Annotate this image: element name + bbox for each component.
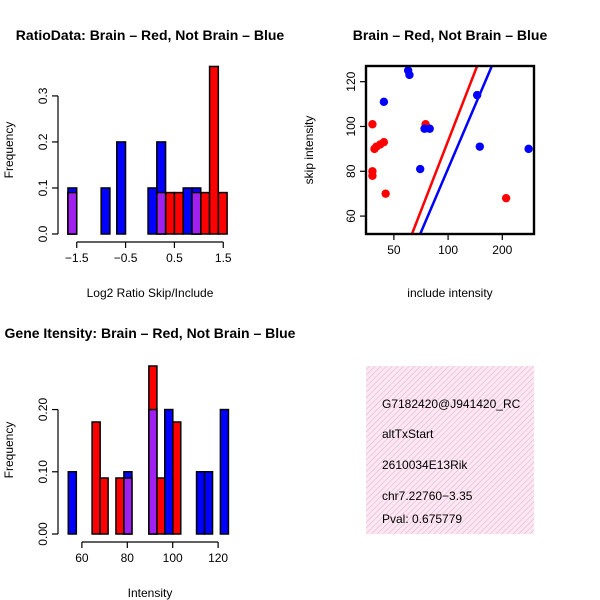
ratio-hist-ylabel: Frequency [2,122,16,179]
point-not-brain [425,124,434,133]
intensity-hist-axes: 60 80 100 120 0.00 0.10 0.20 [36,398,228,565]
point-brain [501,193,511,203]
point-brain [368,167,377,176]
x-tick-label: 50 [387,243,401,257]
intensity-hist-bars [67,365,230,535]
point-not-brain [472,90,482,100]
bar-brain [91,421,101,535]
scatter-points [368,66,533,203]
bar-not-brain [219,408,230,535]
bar-brain [217,191,228,235]
x-tick-label: 60 [75,551,89,565]
scatter-ylabel: skip intensity [302,116,316,185]
bar-brain [171,421,182,535]
y-tick-label: 0.3 [36,87,50,104]
y-tick-label: 0.0 [36,225,50,242]
intensity-histogram: Gene Itensity: Brain – Red, Not Brain – … [2,325,296,600]
bar-not-brain [164,408,174,535]
plot-frame [364,64,536,236]
scatter-title: Brain – Red, Not Brain – Blue [353,27,548,43]
bar-not-brain [203,471,214,535]
bar-not-brain [116,141,127,235]
ratio-histogram: RatioData: Brain – Red, Not Brain – Blue… [2,27,284,300]
y-tick-label: 80 [344,164,358,178]
point-brain [368,120,377,129]
bar-overlap [67,191,78,235]
bar-overlap [156,191,167,235]
bar-not-brain [147,187,158,235]
fit-line-brain [410,66,479,234]
intensity-hist-ylabel: Frequency [2,422,16,479]
ratio-hist-axes: −1.5 −0.5 0.5 1.5 0.0 0.1 0.2 0.3 [36,87,232,265]
bar-not-brain [67,471,78,535]
x-tick-label: 1.5 [215,251,232,265]
y-tick-label: 100 [344,116,358,136]
scatter-xlabel: include intensity [407,286,492,300]
bar-brain [208,65,220,235]
y-tick-label: 0.00 [36,522,50,546]
point-brain [381,189,390,198]
point-not-brain [379,97,389,107]
bar-brain [99,477,109,535]
pval-text: Pval: 0.675779 [382,512,462,526]
ratio-hist-title: RatioData: Brain – Red, Not Brain – Blue [16,27,285,43]
probe-id: G7182420@J941420_RC [382,397,521,411]
x-tick-label: 100 [438,243,458,257]
bar-overlap [123,477,133,535]
genomic-location: chr7.22760−3.35 [382,489,473,503]
ratio-hist-bars [67,65,228,235]
intensity-scatter: Brain – Red, Not Brain – Blue 50 100 200 60… [302,27,547,300]
event-type: altTxStart [382,427,434,441]
point-brain [379,137,389,147]
x-tick-label: 0.5 [166,251,183,265]
scatter-axes: 50 100 200 60 80 100 120 [344,64,536,257]
info-panel-background [366,366,534,534]
bar-not-brain [195,471,206,535]
bar-brain [173,191,184,235]
bar-brain [200,191,211,235]
y-tick-label: 0.10 [36,460,50,484]
x-tick-label: 120 [208,551,228,565]
bar-brain [115,477,125,535]
x-tick-label: −1.5 [65,251,89,265]
x-tick-label: −0.5 [114,251,138,265]
y-tick-label: 120 [344,71,358,91]
x-tick-label: 100 [163,551,183,565]
point-not-brain [405,70,414,80]
ratio-hist-xlabel: Log2 Ratio Skip/Include [87,286,214,300]
point-not-brain [416,164,425,174]
y-tick-label: 0.1 [36,179,50,196]
intensity-hist-xlabel: Intensity [128,586,173,600]
y-tick-label: 0.20 [36,398,50,422]
bar-brain [164,191,176,235]
bar-overlap [191,191,202,235]
x-tick-label: 200 [492,243,512,257]
x-tick-label: 80 [121,551,135,565]
point-not-brain [475,142,484,151]
bar-not-brain [100,187,111,235]
bar-brain [156,477,166,535]
y-tick-label: 0.2 [36,133,50,150]
info-panel: G7182420@J941420_RC altTxStart 2610034E1… [366,366,534,534]
point-not-brain [524,144,533,154]
intensity-hist-title: Gene Itensity: Brain – Red, Not Brain – … [5,325,296,341]
y-tick-label: 60 [344,209,358,223]
bar-not-brain [182,187,193,235]
gene-symbol: 2610034E13Rik [382,458,468,472]
bar-overlap [148,408,158,535]
